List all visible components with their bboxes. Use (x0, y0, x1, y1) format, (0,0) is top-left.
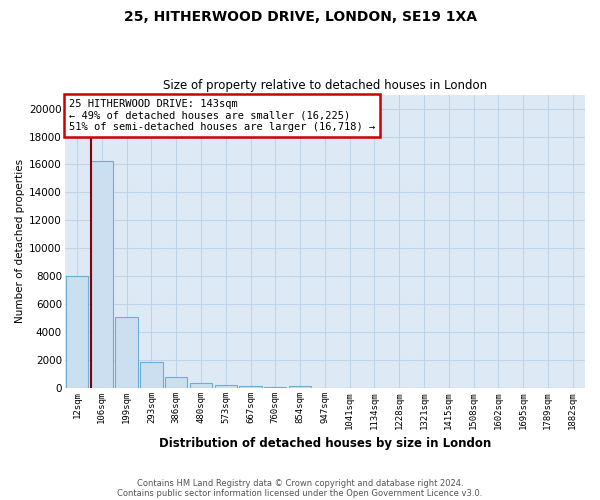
Text: 25 HITHERWOOD DRIVE: 143sqm
← 49% of detached houses are smaller (16,225)
51% of: 25 HITHERWOOD DRIVE: 143sqm ← 49% of det… (69, 98, 375, 132)
Text: Contains HM Land Registry data © Crown copyright and database right 2024.: Contains HM Land Registry data © Crown c… (137, 478, 463, 488)
Bar (115, 317, 138, 388)
Bar (66, 276, 88, 388)
Bar (190, 383, 212, 388)
Y-axis label: Number of detached properties: Number of detached properties (15, 160, 25, 324)
Bar (91, 162, 113, 388)
Bar (264, 386, 286, 388)
X-axis label: Distribution of detached houses by size in London: Distribution of detached houses by size … (159, 437, 491, 450)
Title: Size of property relative to detached houses in London: Size of property relative to detached ho… (163, 79, 487, 92)
Text: 25, HITHERWOOD DRIVE, LONDON, SE19 1XA: 25, HITHERWOOD DRIVE, LONDON, SE19 1XA (124, 10, 476, 24)
Bar (165, 377, 187, 388)
Bar (239, 386, 262, 388)
Bar (140, 362, 163, 388)
Bar (215, 386, 237, 388)
Text: Contains public sector information licensed under the Open Government Licence v3: Contains public sector information licen… (118, 488, 482, 498)
Bar (289, 386, 311, 388)
